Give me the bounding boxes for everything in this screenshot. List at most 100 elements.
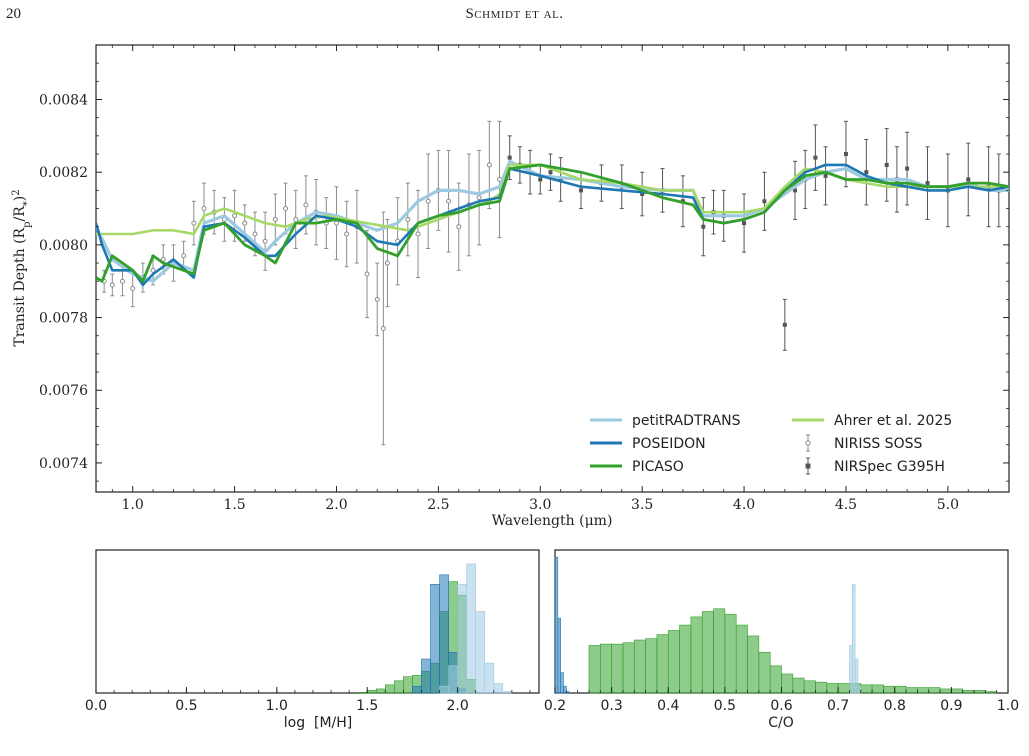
- nirspec-point: [925, 146, 930, 220]
- nirspec-marker: [742, 221, 747, 226]
- histogram-bars: [357, 563, 513, 694]
- nirspec-marker: [925, 181, 930, 186]
- legend-label: petitRADTRANS: [632, 413, 741, 429]
- nirspec-marker: [579, 188, 584, 193]
- picaso-hist-bar: [735, 624, 748, 694]
- x-tick-label: 4.5: [835, 497, 857, 513]
- niriss-point: [109, 273, 115, 297]
- picaso-hist-bar: [860, 684, 873, 694]
- picaso-hist-bar: [357, 692, 368, 694]
- picaso-hist-bar: [385, 684, 395, 694]
- nirspec-point: [823, 146, 828, 206]
- nirspec-marker: [782, 322, 787, 327]
- nirspec-point: [548, 153, 553, 191]
- petitradtrans-hist-bar: [484, 662, 495, 694]
- legend-label: Ahrer et al. 2025: [834, 413, 952, 429]
- niriss-point: [497, 120, 503, 239]
- picaso-hist-bar: [701, 611, 714, 694]
- hist2-x-axis-title: C/O: [768, 715, 794, 731]
- nirspec-point: [864, 138, 869, 206]
- picaso-hist-bar: [883, 685, 896, 694]
- niriss-marker: [486, 162, 492, 168]
- picaso-hist-bar: [366, 689, 377, 694]
- legend-label: POSEIDON: [632, 436, 706, 452]
- legend-entry: POSEIDON: [590, 436, 706, 452]
- picaso-hist-bar: [375, 688, 386, 694]
- main-y-axis-title: Transit Depth (Rp/R*)2: [11, 189, 33, 346]
- picaso-hist-bar: [826, 683, 839, 694]
- nirspec-point: [558, 157, 563, 202]
- hist-x-tick-label: 1.5: [356, 698, 378, 714]
- legend-entry: petitRADTRANS: [590, 413, 741, 429]
- nirspec-marker: [762, 199, 767, 204]
- nirspec-point: [762, 171, 767, 231]
- poseidon-hist-bar: [412, 685, 422, 694]
- x-tick-label: 3.5: [631, 497, 653, 513]
- niriss-marker: [191, 220, 197, 226]
- nirspec-point: [966, 142, 971, 217]
- petitradtrans-hist-bar: [457, 584, 467, 694]
- niriss-point: [405, 182, 411, 257]
- nirspec-point: [640, 171, 645, 217]
- picaso-hist-bar: [394, 680, 404, 694]
- picaso-hist-bar: [679, 624, 692, 694]
- y-tick-label: 0.0076: [39, 383, 88, 399]
- legend-swatch-marker: [805, 440, 811, 446]
- nirspec-marker: [558, 177, 563, 182]
- legend-entry: PICASO: [590, 459, 684, 475]
- x-tick-label: 5.0: [937, 497, 959, 513]
- hist1-x-ticks: 0.0 0.5 1.0 1.5 2.0: [85, 687, 531, 714]
- nirspec-marker: [507, 155, 512, 160]
- nirspec-point: [742, 193, 747, 253]
- nirspec-point: [843, 120, 848, 188]
- niriss-marker: [405, 216, 411, 222]
- x-tick-label: 4.0: [733, 497, 755, 513]
- picaso-hist-bar: [973, 689, 986, 694]
- nirspec-point: [538, 164, 543, 195]
- poseidon-hist-bar: [439, 574, 449, 694]
- picaso-hist-bar: [724, 613, 737, 694]
- picaso-hist-bar: [962, 689, 975, 694]
- legend-entry: Ahrer et al. 2025: [792, 413, 952, 429]
- petitradtrans-hist-bar: [857, 685, 862, 694]
- hist-x-tick-label: 1.0: [266, 698, 288, 714]
- main-x-ticks: 1.0 1.5 2.0 2.5 3.0 3.5 4.0 4.5 5.0: [111, 45, 1010, 513]
- picaso-hist-bar: [803, 680, 816, 694]
- niriss-marker: [380, 325, 386, 331]
- niriss-point: [221, 197, 227, 242]
- nirspec-marker: [538, 177, 543, 182]
- poseidon-hist-bar: [554, 556, 559, 694]
- niriss-point: [374, 262, 380, 337]
- picaso-hist-bar: [645, 638, 658, 694]
- picaso-hist-bar: [985, 691, 997, 694]
- niriss-point: [395, 197, 401, 286]
- niriss-point: [415, 189, 421, 279]
- hist-x-tick-label: 0.5: [714, 698, 736, 714]
- picaso-hist-bar: [815, 681, 828, 694]
- niriss-point: [191, 200, 197, 246]
- hist-x-tick-label: 2.0: [446, 698, 468, 714]
- legend-label: PICASO: [632, 459, 684, 475]
- niriss-point: [456, 182, 462, 271]
- niriss-marker: [272, 216, 278, 222]
- niriss-marker: [384, 260, 390, 266]
- niriss-point: [476, 149, 482, 246]
- niriss-marker: [150, 267, 156, 273]
- picaso-hist-bar: [939, 688, 952, 694]
- nirspec-marker: [548, 170, 553, 175]
- main-x-axis-title: Wavelength (μm): [492, 513, 613, 529]
- nirspec-marker: [843, 152, 848, 157]
- main-plot-frame: [95, 44, 1010, 493]
- y-tick-label: 0.0080: [39, 238, 88, 254]
- niriss-point: [446, 149, 452, 253]
- nirspec-marker: [884, 162, 889, 167]
- poseidon-hist-bar: [560, 672, 564, 694]
- hist-x-tick-label: 0.3: [600, 698, 622, 714]
- legend-swatch-marker: [805, 463, 811, 469]
- legend-entry: NIRISS SOSS: [805, 434, 922, 452]
- petitradtrans-line: [96, 159, 1009, 283]
- nirspec-point: [793, 160, 798, 220]
- x-tick-label: 2.5: [427, 497, 449, 513]
- nirspec-marker: [966, 177, 971, 182]
- nirspec-marker: [864, 170, 869, 175]
